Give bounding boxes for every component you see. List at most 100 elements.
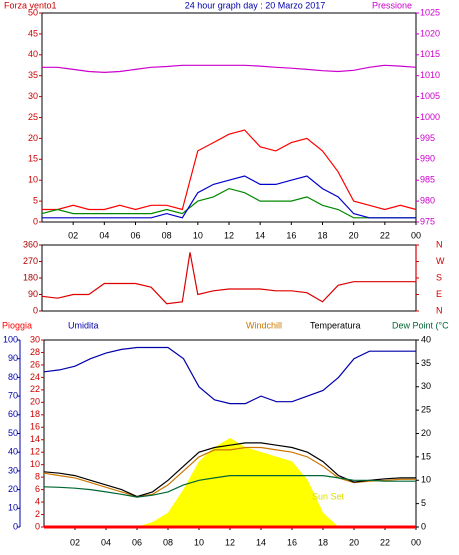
y2-tick-label: E <box>436 289 442 299</box>
y2-tick-label: 5 <box>421 498 426 508</box>
y2-tick-label: N <box>436 239 443 249</box>
x-tick-label: 10 <box>194 537 204 547</box>
x-tick-label: 02 <box>68 230 78 240</box>
graph-title: 24 hour graph day : 20 Marzo 2017 <box>185 0 326 10</box>
y2-tick-label: 1015 <box>420 49 440 59</box>
y-tick-label: 90 <box>8 353 18 363</box>
y-tick-label: 0 <box>33 305 38 315</box>
y2-tick-label: S <box>436 272 442 282</box>
y-tick-label: 180 <box>23 272 38 282</box>
legend-entry: Windchill <box>246 320 282 330</box>
x-tick-label: 06 <box>130 230 140 240</box>
y2-tick-label: 0 <box>421 521 426 531</box>
y3-tick-label: 6 <box>35 484 40 494</box>
x-tick-label: 20 <box>349 230 359 240</box>
x-tick-label: 00 <box>411 537 421 547</box>
y-tick-label: 15 <box>28 154 38 164</box>
y-tick-label: 35 <box>28 70 38 80</box>
y2-tick-label: 25 <box>421 405 431 415</box>
plot-frame <box>41 12 417 223</box>
y2-tick-label: 990 <box>420 154 435 164</box>
y2-tick-label: 1025 <box>420 7 440 17</box>
y3-tick-label: 4 <box>35 496 40 506</box>
x-tick-label: 06 <box>132 537 142 547</box>
y2-tick-label: 10 <box>421 475 431 485</box>
y3-tick-label: 18 <box>30 409 40 419</box>
y-tick-label: 60 <box>8 409 18 419</box>
pressure-axis-label: Pressione <box>372 0 412 10</box>
line-series <box>41 187 416 219</box>
line-series <box>43 346 416 405</box>
y2-tick-label: 985 <box>420 175 435 185</box>
y-tick-label: 45 <box>28 28 38 38</box>
y2-tick-label: 1005 <box>420 91 440 101</box>
x-tick-label: 18 <box>318 537 328 547</box>
y3-tick-label: 24 <box>30 372 40 382</box>
y2-tick-label: W <box>436 256 445 266</box>
y-tick-label: 10 <box>8 503 18 513</box>
legend-entry: Pioggia <box>2 320 32 330</box>
y3-tick-label: 16 <box>30 422 40 432</box>
x-tick-label: 04 <box>99 230 109 240</box>
y-tick-label: 360 <box>23 239 38 249</box>
y2-tick-label: N <box>436 305 443 315</box>
y-tick-label: 5 <box>33 195 38 205</box>
legend-entry: Umidita <box>68 320 99 330</box>
y2-tick-label: 30 <box>421 381 431 391</box>
y-tick-label: 10 <box>28 175 38 185</box>
y3-tick-label: 30 <box>30 334 40 344</box>
x-tick-label: 08 <box>163 537 173 547</box>
y-tick-label: 100 <box>3 334 18 344</box>
x-tick-label: 10 <box>193 230 203 240</box>
y2-tick-label: 20 <box>421 428 431 438</box>
y2-tick-label: 40 <box>421 334 431 344</box>
x-tick-label: 16 <box>287 537 297 547</box>
y3-tick-label: 10 <box>30 459 40 469</box>
y-tick-label: 30 <box>8 465 18 475</box>
line-series <box>42 175 416 219</box>
y3-tick-label: 28 <box>30 347 40 357</box>
y-tick-label: 70 <box>8 390 18 400</box>
line-series <box>41 245 417 305</box>
y-tick-label: 80 <box>8 372 18 382</box>
y-tick-label: 30 <box>28 91 38 101</box>
line-series <box>43 442 416 498</box>
x-tick-label: 04 <box>101 537 111 547</box>
x-tick-label: 02 <box>70 537 80 547</box>
y3-tick-label: 2 <box>35 509 40 519</box>
x-tick-label: 12 <box>225 537 235 547</box>
y3-tick-label: 8 <box>35 472 40 482</box>
y-tick-label: 40 <box>8 447 18 457</box>
y2-tick-label: 980 <box>420 195 435 205</box>
y2-tick-label: 995 <box>420 133 435 143</box>
plot-frame <box>41 244 417 312</box>
y-tick-label: 0 <box>13 521 18 531</box>
y3-tick-label: 26 <box>30 359 40 369</box>
y2-tick-label: 1000 <box>420 112 440 122</box>
wind-axis-label: Forza vento1 <box>4 0 57 10</box>
x-tick-label: 22 <box>380 230 390 240</box>
y2-tick-label: 15 <box>421 451 431 461</box>
y3-tick-label: 20 <box>30 397 40 407</box>
y-tick-label: 20 <box>8 484 18 494</box>
y3-tick-label: 22 <box>30 384 40 394</box>
x-tick-label: 12 <box>224 230 234 240</box>
y2-tick-label: 1020 <box>420 28 440 38</box>
y3-tick-label: 0 <box>35 521 40 531</box>
x-tick-label: 00 <box>411 230 421 240</box>
legend-entry: Dew Point (°C <box>392 320 449 330</box>
line-series <box>42 129 417 211</box>
y-tick-label: 25 <box>28 112 38 122</box>
y-tick-label: 0 <box>33 216 38 226</box>
y-tick-label: 20 <box>28 133 38 143</box>
y2-tick-label: 975 <box>420 216 435 226</box>
y3-tick-label: 12 <box>30 447 40 457</box>
x-tick-label: 08 <box>162 230 172 240</box>
legend-entry: Temperatura <box>310 320 361 330</box>
y-tick-label: 270 <box>23 256 38 266</box>
x-tick-label: 22 <box>380 537 390 547</box>
annotation: Sun Set <box>312 491 345 501</box>
y2-tick-label: 35 <box>421 358 431 368</box>
y-tick-label: 90 <box>28 289 38 299</box>
